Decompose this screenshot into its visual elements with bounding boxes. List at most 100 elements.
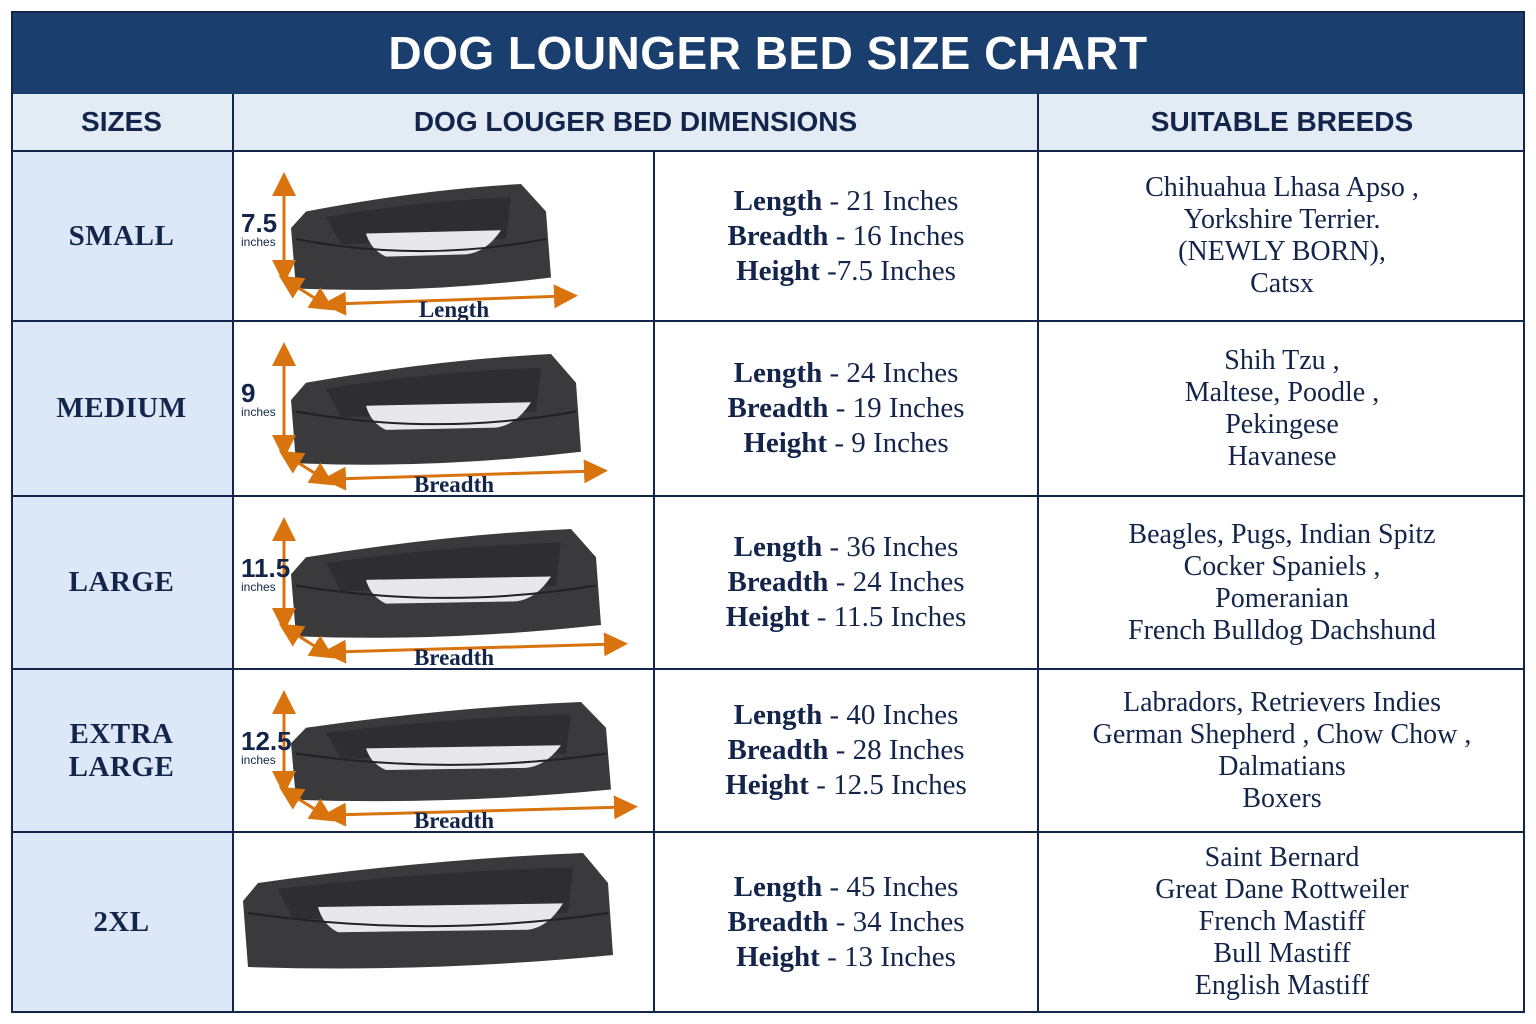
dimension-label: Length bbox=[733, 357, 823, 389]
size-cell: SMALL bbox=[11, 152, 234, 322]
dimension-value: - 9 Inches bbox=[827, 427, 949, 459]
size-label: LARGE bbox=[68, 566, 175, 598]
dimension-label: Breadth bbox=[727, 734, 829, 766]
breed-line: (NEWLY BORN), bbox=[1178, 236, 1386, 267]
dimension-height: Height - 11.5 Inches bbox=[726, 600, 967, 635]
bed-image: 7.5 inches Length bbox=[241, 172, 578, 320]
height-label: 11.5 bbox=[241, 553, 290, 583]
header-sizes: SIZES bbox=[11, 94, 234, 152]
bed-image bbox=[243, 853, 613, 969]
bed-image-cell: 12.5 inches Breadth bbox=[234, 670, 655, 833]
size-cell: LARGE bbox=[11, 497, 234, 670]
height-label: 9 bbox=[241, 378, 255, 408]
dimensions-cell: Length - 45 Inches Breadth - 34 Inches Hei… bbox=[655, 833, 1039, 1013]
breed-line: Pekingese bbox=[1225, 408, 1339, 440]
dimension-value: - 28 Inches bbox=[828, 734, 965, 766]
dimension-label: Height bbox=[736, 254, 820, 287]
dimension-height: Height - 12.5 Inches bbox=[725, 768, 967, 803]
dimension-value: - 11.5 Inches bbox=[809, 601, 967, 633]
breed-line: Labradors, Retrievers Indies bbox=[1123, 686, 1441, 718]
dimension-label: Length bbox=[733, 531, 823, 563]
dog-bed-illustration bbox=[291, 702, 611, 802]
header-breeds: SUITABLE BREEDS bbox=[1039, 94, 1525, 152]
dimension-value: - 21 Inches bbox=[822, 184, 959, 217]
breed-line: Pomeranian bbox=[1215, 582, 1349, 614]
dimension-label: Breadth bbox=[727, 392, 829, 424]
dimension-label: Length bbox=[733, 699, 823, 731]
bed-image: 9 inches Breadth bbox=[241, 342, 608, 495]
dimension-length: Length - 45 Inches bbox=[734, 870, 959, 905]
axis-label: Breadth bbox=[414, 808, 494, 831]
breed-line: Chihuahua Lhasa Apso , bbox=[1145, 172, 1419, 203]
breeds-cell: Chihuahua Lhasa Apso , Yorkshire Terrier.… bbox=[1039, 152, 1525, 322]
dimension-breadth: Breadth - 24 Inches bbox=[727, 565, 964, 600]
dimension-length: Length - 21 Inches bbox=[734, 184, 959, 219]
unit-label: inches bbox=[241, 235, 276, 249]
dimension-breadth: Breadth - 16 Inches bbox=[727, 219, 964, 254]
bed-image-cell: 9 inches Breadth bbox=[234, 322, 655, 497]
breed-line: English Mastiff bbox=[1194, 970, 1370, 1001]
axis-label: Breadth bbox=[414, 645, 494, 668]
dimensions-cell: Length - 36 Inches Breadth - 24 Inches Hei… bbox=[655, 497, 1039, 670]
bed-image: 11.5 inches Breadth bbox=[241, 517, 628, 668]
breed-line: Yorkshire Terrier. bbox=[1183, 204, 1381, 235]
dog-bed-illustration bbox=[291, 529, 601, 638]
dimensions-cell: Length - 21 Inches Breadth - 16 Inches Hei… bbox=[655, 152, 1039, 322]
dimension-value: - 19 Inches bbox=[828, 392, 965, 424]
dimensions-cell: Length - 40 Inches Breadth - 28 Inches Hei… bbox=[655, 670, 1039, 833]
dimension-label: Height bbox=[736, 940, 820, 973]
unit-label: inches bbox=[241, 405, 276, 419]
breeds-cell: Beagles, Pugs, Indian Spitz Cocker Spanie… bbox=[1039, 497, 1525, 670]
chart-title: DOG LOUNGER BED SIZE CHART bbox=[11, 11, 1525, 94]
dimension-label: Breadth bbox=[727, 905, 829, 938]
dimension-breadth: Breadth - 19 Inches bbox=[727, 391, 964, 426]
dog-bed-illustration bbox=[291, 184, 551, 290]
dog-bed-illustration bbox=[243, 853, 613, 969]
size-label: MEDIUM bbox=[56, 392, 187, 424]
breed-line: Dalmatians bbox=[1218, 750, 1346, 782]
dimension-value: - 24 Inches bbox=[828, 566, 965, 598]
width-arrow bbox=[322, 459, 608, 491]
breed-line: Shih Tzu , bbox=[1224, 344, 1340, 376]
dimension-label: Height bbox=[725, 769, 809, 801]
axis-label: Length bbox=[419, 297, 490, 320]
dimension-value: - 16 Inches bbox=[828, 219, 965, 252]
dimension-breadth: Breadth - 28 Inches bbox=[727, 733, 964, 768]
breed-line: Havanese bbox=[1227, 440, 1337, 472]
dimension-value: -7.5 Inches bbox=[819, 254, 956, 287]
dimension-length: Length - 36 Inches bbox=[734, 530, 959, 565]
table-border bbox=[11, 11, 1525, 1013]
dimension-value: - 34 Inches bbox=[828, 905, 965, 938]
size-cell: MEDIUM bbox=[11, 322, 234, 497]
bed-image-cell bbox=[234, 833, 655, 1013]
dog-bed-illustration bbox=[291, 354, 581, 465]
dimension-label: Height bbox=[725, 601, 810, 633]
breed-line: German Shepherd , Chow Chow , bbox=[1092, 718, 1472, 750]
depth-arrow bbox=[278, 275, 335, 311]
breed-line: Boxers bbox=[1242, 782, 1322, 814]
dimension-length: Length - 40 Inches bbox=[734, 698, 959, 733]
dimensions-cell: Length - 24 Inches Breadth - 19 Inches Hei… bbox=[655, 322, 1039, 497]
bed-image-cell: 7.5 inches Length bbox=[234, 152, 655, 322]
dimension-value: - 45 Inches bbox=[822, 870, 959, 903]
size-cell: EXTRA LARGE bbox=[11, 670, 234, 833]
dimension-label: Height bbox=[743, 427, 828, 459]
dimension-label: Breadth bbox=[727, 566, 829, 598]
dimension-height: Height - 13 Inches bbox=[736, 940, 956, 975]
breeds-cell: Labradors, Retrievers Indies German Sheph… bbox=[1039, 670, 1525, 833]
breed-line: Cocker Spaniels , bbox=[1183, 550, 1381, 582]
unit-label: inches bbox=[241, 580, 276, 594]
breed-line: Beagles, Pugs, Indian Spitz bbox=[1128, 518, 1436, 550]
dimension-value: - 36 Inches bbox=[822, 531, 959, 563]
dimension-value: - 24 Inches bbox=[822, 357, 959, 389]
bed-image: 12.5 inches Breadth bbox=[241, 690, 638, 831]
size-label: SMALL bbox=[68, 219, 175, 252]
height-label: 12.5 bbox=[241, 726, 292, 756]
depth-arrow bbox=[278, 450, 335, 486]
unit-label: inches bbox=[241, 753, 276, 767]
breeds-cell: Saint Bernard Great Dane Rottweiler French… bbox=[1039, 833, 1525, 1013]
depth-arrow bbox=[278, 623, 335, 659]
dimension-breadth: Breadth - 34 Inches bbox=[727, 905, 964, 940]
size-cell: 2XL bbox=[11, 833, 234, 1013]
width-arrow bbox=[322, 632, 628, 664]
